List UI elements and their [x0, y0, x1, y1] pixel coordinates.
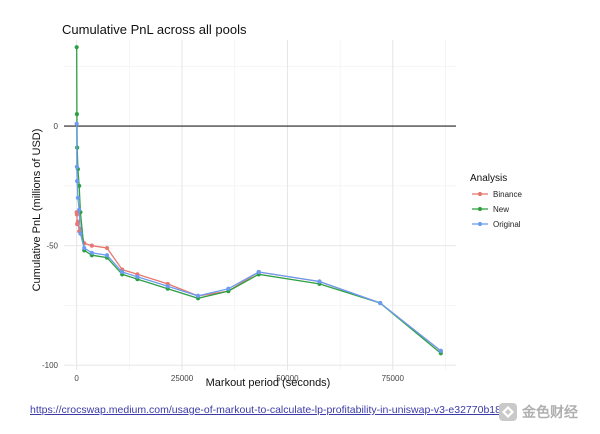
jinse-logo-icon: [499, 403, 517, 421]
legend-key-point-new: [477, 206, 483, 212]
data-point-original: [74, 164, 79, 169]
x-tick-label: 75000: [382, 374, 405, 383]
watermark: 金色财经: [498, 401, 578, 423]
data-point-original: [256, 269, 261, 275]
data-point-original: [77, 207, 82, 212]
legend-key-point-original: [477, 221, 483, 227]
data-point-original: [317, 279, 322, 284]
data-point-original: [226, 286, 231, 291]
x-tick-label: 25000: [171, 374, 194, 383]
series-line-original: [76, 123, 442, 352]
chart: Cumulative PnL across all pools 0 25000 50…: [31, 22, 522, 389]
y-axis-title: Cumulative PnL (millions of USD): [31, 129, 43, 292]
data-point-original: [120, 269, 125, 275]
legend-key-point-binance: [477, 191, 483, 197]
data-point-binance: [74, 212, 79, 217]
legend-label-binance: Binance: [493, 190, 522, 199]
series-original: [74, 121, 443, 353]
series-binance: [74, 210, 443, 353]
chart-title: Cumulative PnL across all pools: [62, 22, 247, 37]
source-link[interactable]: https://crocswap.medium.com/usage-of-mar…: [30, 404, 507, 416]
legend-item-original: Original: [472, 220, 521, 229]
data-point-new: [74, 45, 79, 50]
data-point-binance: [104, 245, 110, 251]
data-point-original: [82, 245, 87, 251]
legend-label-original: Original: [493, 220, 521, 229]
legend: Analysis Binance New Original: [470, 173, 522, 229]
series-layer: [74, 45, 443, 356]
data-point-binance: [75, 219, 81, 224]
data-point-original: [104, 253, 110, 258]
x-tick-label: 0: [74, 374, 79, 383]
series-line-binance: [76, 212, 442, 352]
data-point-binance: [89, 243, 94, 248]
data-point-original: [89, 250, 94, 255]
watermark-text: 金色财经: [522, 404, 578, 420]
data-point-original: [195, 293, 201, 298]
data-point-original: [75, 195, 81, 200]
data-point-original: [78, 231, 83, 236]
legend-title: Analysis: [470, 173, 507, 184]
legend-label-new: New: [493, 205, 509, 214]
data-point-original: [438, 348, 443, 353]
data-point-original: [75, 178, 80, 184]
data-point-new: [77, 183, 82, 188]
x-axis-title: Markout period (seconds): [206, 377, 331, 389]
data-point-new: [74, 112, 79, 117]
x-tick-label: 50000: [276, 374, 299, 383]
y-tick-label: -100: [42, 361, 59, 370]
data-point-original: [74, 121, 79, 126]
y-tick-label: -50: [46, 242, 58, 251]
legend-item-binance: Binance: [472, 190, 522, 199]
data-point-original: [165, 284, 170, 289]
legend-item-new: New: [472, 205, 509, 214]
data-point-original: [135, 274, 140, 279]
grid: [64, 40, 456, 370]
y-tick-label: 0: [54, 122, 59, 131]
axis-ticks: 0 25000 50000 75000 -100 -50 0: [42, 122, 404, 383]
data-point-original: [378, 300, 383, 306]
